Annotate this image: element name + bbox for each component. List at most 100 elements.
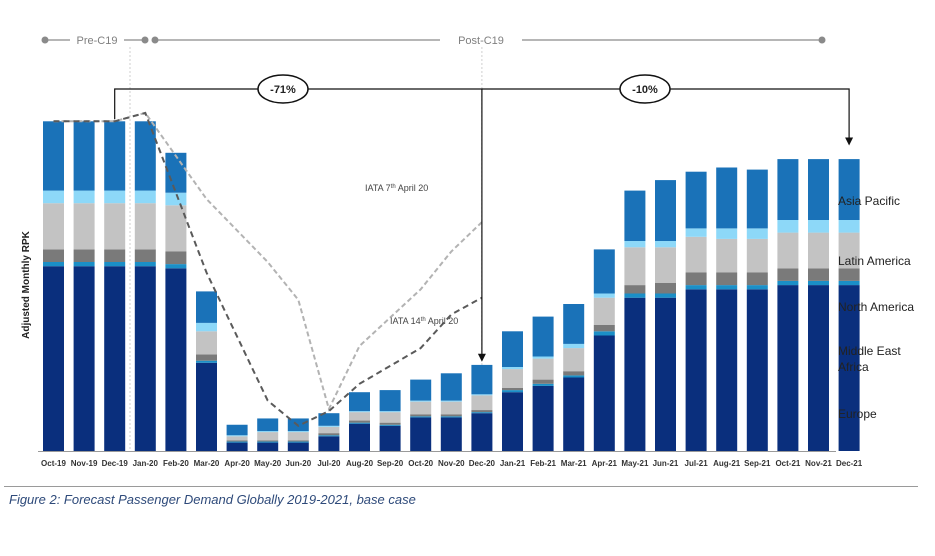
bar-segment — [257, 442, 279, 451]
bar-segment — [257, 418, 279, 432]
bar-segment — [226, 424, 248, 436]
bar-segment — [563, 343, 585, 349]
bar-segment — [73, 266, 95, 451]
bar-segment — [532, 383, 554, 386]
bar-segment — [808, 268, 829, 281]
bar-segment — [43, 266, 64, 451]
bar-segment — [226, 442, 248, 451]
bar-segment — [349, 411, 370, 413]
x-tick-label: Aug-21 — [713, 459, 741, 468]
bar-segment — [685, 272, 707, 286]
bar-segment — [655, 293, 676, 298]
x-tick-label: Feb-20 — [163, 459, 189, 468]
bar-segment — [777, 232, 799, 269]
period-label-post: Post-C19 — [458, 35, 504, 47]
arrow-head — [845, 137, 854, 146]
bar-segment — [73, 190, 95, 204]
bar-segment — [624, 241, 646, 248]
bar-segment — [379, 411, 401, 413]
change-2021-label: -10% — [632, 84, 658, 96]
bar-segment — [134, 121, 156, 191]
bar-segment — [196, 360, 217, 363]
y-axis-label: Adjusted Monthly RPK — [21, 230, 32, 339]
period-marker — [818, 36, 826, 44]
bar-segment — [563, 375, 585, 378]
bar-segment — [349, 423, 370, 451]
bar-segment — [134, 262, 156, 267]
bar-segment — [777, 220, 799, 233]
bar-segment — [440, 373, 462, 401]
bar-segment — [502, 388, 523, 391]
line-label-iata-14-april: IATA 14th April 20 — [390, 316, 458, 326]
bar-segment — [257, 440, 279, 442]
bar-segment — [318, 426, 340, 434]
x-tick-label: May-20 — [254, 459, 282, 468]
x-tick-label: Apr-21 — [592, 459, 618, 468]
bar-segment — [379, 424, 401, 426]
bar-segment — [349, 392, 370, 412]
bar-segment — [532, 385, 554, 451]
bar-segment — [532, 356, 554, 359]
bar-segment — [318, 425, 340, 427]
x-tick-label: Nov-21 — [805, 459, 832, 468]
bar-segment — [685, 228, 707, 237]
bar-segment — [746, 169, 768, 229]
bar-segment — [838, 285, 860, 451]
bar-segment — [838, 268, 860, 281]
x-tick-label: Nov-20 — [438, 459, 465, 468]
bar-segment — [104, 121, 126, 191]
bar-segment — [379, 390, 401, 412]
bar-segment — [624, 293, 646, 298]
bar-segment — [746, 272, 768, 286]
bar-segment — [440, 401, 462, 415]
period-marker — [41, 36, 49, 44]
bar-segment — [165, 152, 187, 193]
bar-segment — [196, 362, 217, 451]
change-2021-bubble — [619, 74, 671, 104]
bar-segment — [532, 379, 554, 384]
bar-segment — [502, 392, 523, 451]
x-tick-label: Feb-21 — [530, 459, 556, 468]
x-tick-label: Jan-21 — [500, 459, 526, 468]
bar-segment — [410, 414, 432, 417]
bar-segment — [134, 249, 156, 262]
bar-segment — [716, 285, 738, 290]
bar-segment — [104, 266, 126, 451]
bar-segment — [349, 412, 370, 421]
change-2020-label: -71% — [270, 84, 296, 96]
bar-segment — [471, 395, 493, 411]
bar-segment — [777, 280, 799, 286]
bar-segment — [808, 220, 829, 233]
change-2020-bubble — [257, 74, 309, 104]
bar-segment — [196, 322, 217, 332]
bar-segment — [410, 400, 432, 402]
bar-segment — [502, 369, 523, 388]
x-tick-label: Jan-20 — [133, 459, 159, 468]
bar-segment — [471, 413, 493, 451]
bar-segment — [624, 190, 646, 241]
bar-segment — [563, 371, 585, 376]
bar-segment — [716, 289, 738, 451]
bar-segment — [379, 422, 401, 425]
bar-segment — [318, 435, 340, 437]
legend-middle-east: Middle East — [838, 344, 901, 358]
forecast-line — [53, 111, 483, 427]
bar-segment — [196, 331, 217, 355]
x-tick-label: Jun-21 — [653, 459, 679, 468]
legend-europe: Europe — [838, 407, 877, 421]
x-tick-label: Jul-20 — [317, 459, 341, 468]
bar-segment — [685, 236, 707, 273]
bar-segment — [196, 354, 217, 361]
bar-segment — [655, 297, 676, 451]
legend-asia-pacific: Asia Pacific — [838, 194, 900, 208]
bar-segment — [593, 249, 615, 294]
x-tick-label: Oct-21 — [775, 459, 800, 468]
bar-segment — [563, 348, 585, 372]
bar-segment — [73, 121, 95, 191]
legend-latin-america: Latin America — [838, 254, 911, 268]
bar-segment — [165, 268, 187, 451]
bar-segment — [287, 441, 309, 443]
bar-segment — [502, 390, 523, 393]
bar-segment — [257, 432, 279, 441]
x-tick-label: Oct-20 — [408, 459, 433, 468]
